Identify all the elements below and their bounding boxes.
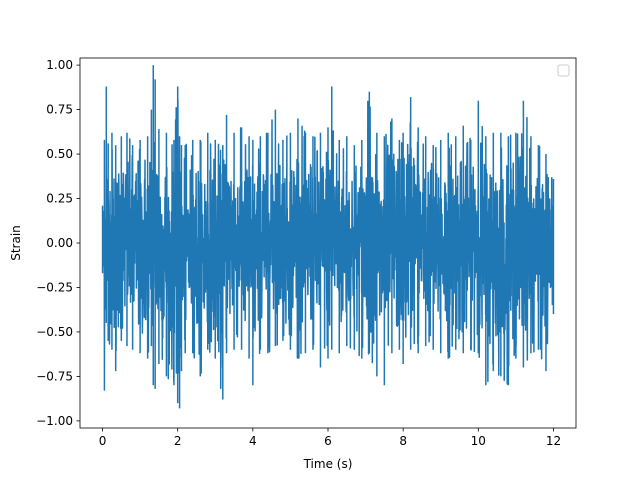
x-tick-label: 10 [471,434,486,448]
y-tick-label: 0.00 [46,236,73,250]
x-tick-label: 6 [324,434,332,448]
x-tick-label: 8 [399,434,407,448]
x-tick-label: 4 [249,434,257,448]
y-tick-label: −1.00 [36,414,73,428]
x-tick-label: 0 [99,434,107,448]
y-tick-label: −0.75 [36,369,73,383]
x-tick-label: 2 [174,434,182,448]
x-axis-label: Time (s) [303,457,353,471]
legend-box [557,64,570,77]
x-tick-label: 12 [546,434,561,448]
y-axis-label: Strain [9,225,23,261]
y-tick-label: 0.75 [46,103,73,117]
y-tick-label: −0.50 [36,325,73,339]
y-axis: 1.00 0.75 0.50 0.25 0.00 −0.25 −0.50 −0.75 −1.00 [36,58,80,428]
plot-series [101,65,555,409]
x-axis: 0 2 4 6 8 10 12 [99,428,561,448]
y-tick-label: 0.25 [46,192,73,206]
series-line-strain [101,65,555,409]
y-tick-label: −0.25 [36,280,73,294]
y-tick-label: 0.50 [46,147,73,161]
y-tick-label: 1.00 [46,58,73,72]
